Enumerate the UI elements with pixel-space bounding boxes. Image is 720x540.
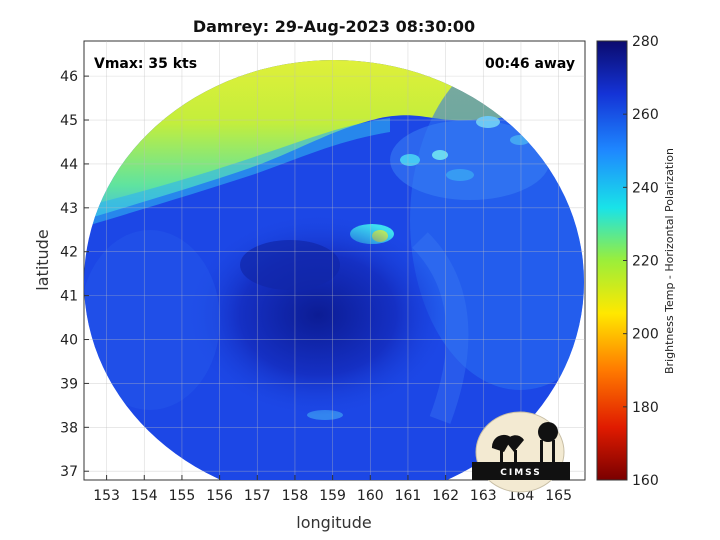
colorbar: 280 260 240 220 200 180 160 Brightness Temp - … [596,34,676,489]
colorbar-tick-label: 280 [632,34,659,50]
x-tick-label: 159 [319,488,346,504]
x-tick-label: 157 [244,488,271,504]
y-tick-label: 37 [60,464,78,480]
x-tick-label: 160 [357,488,384,504]
satellite-swath [84,60,584,480]
colorbar-tick-label: 240 [632,180,659,196]
colorbar-tick-label: 160 [632,473,659,489]
colorbar-tick-label: 260 [632,107,659,123]
x-axis-label: longitude [296,513,371,532]
y-tick-label: 44 [60,157,78,173]
y-tick-label: 45 [60,113,78,129]
x-tick-label: 165 [545,488,572,504]
x-tick-label: 161 [395,488,422,504]
x-tick-label: 154 [131,488,158,504]
y-tick-label: 41 [60,289,78,305]
y-tick-label: 38 [60,420,78,436]
x-axis-ticks: 153 154 155 156 157 158 159 160 161 162 163 164 165 [93,475,572,504]
y-tick-label: 43 [60,201,78,217]
vmax-annotation: Vmax: 35 kts [94,56,197,72]
y-tick-label: 46 [60,69,78,85]
colorbar-tick-label: 180 [632,400,659,416]
logo-text: CIMSS [500,468,541,478]
colorbar-tick-label: 220 [632,254,659,270]
y-tick-label: 42 [60,245,78,261]
x-tick-label: 153 [93,488,120,504]
cimss-logo: CIMSS [472,411,570,493]
x-tick-label: 163 [470,488,497,504]
x-tick-label: 155 [169,488,196,504]
colorbar-ticks: 280 260 240 220 200 180 160 [623,34,659,489]
x-tick-label: 162 [432,488,459,504]
colorbar-gradient [596,40,628,481]
colorbar-label: Brightness Temp - Horizontal Polarizatio… [663,148,676,374]
colorbar-tick-label: 200 [632,327,659,343]
time-away-annotation: 00:46 away [485,56,575,72]
figure-title: Damrey: 29-Aug-2023 08:30:00 [193,17,475,36]
x-tick-label: 158 [282,488,309,504]
grid-lines [84,41,585,480]
y-tick-label: 40 [60,333,78,349]
x-tick-label: 156 [206,488,233,504]
y-axis-ticks: 46 45 44 43 42 41 40 39 38 37 [60,69,89,480]
y-axis-label: latitude [33,229,52,290]
y-tick-label: 39 [60,376,78,392]
